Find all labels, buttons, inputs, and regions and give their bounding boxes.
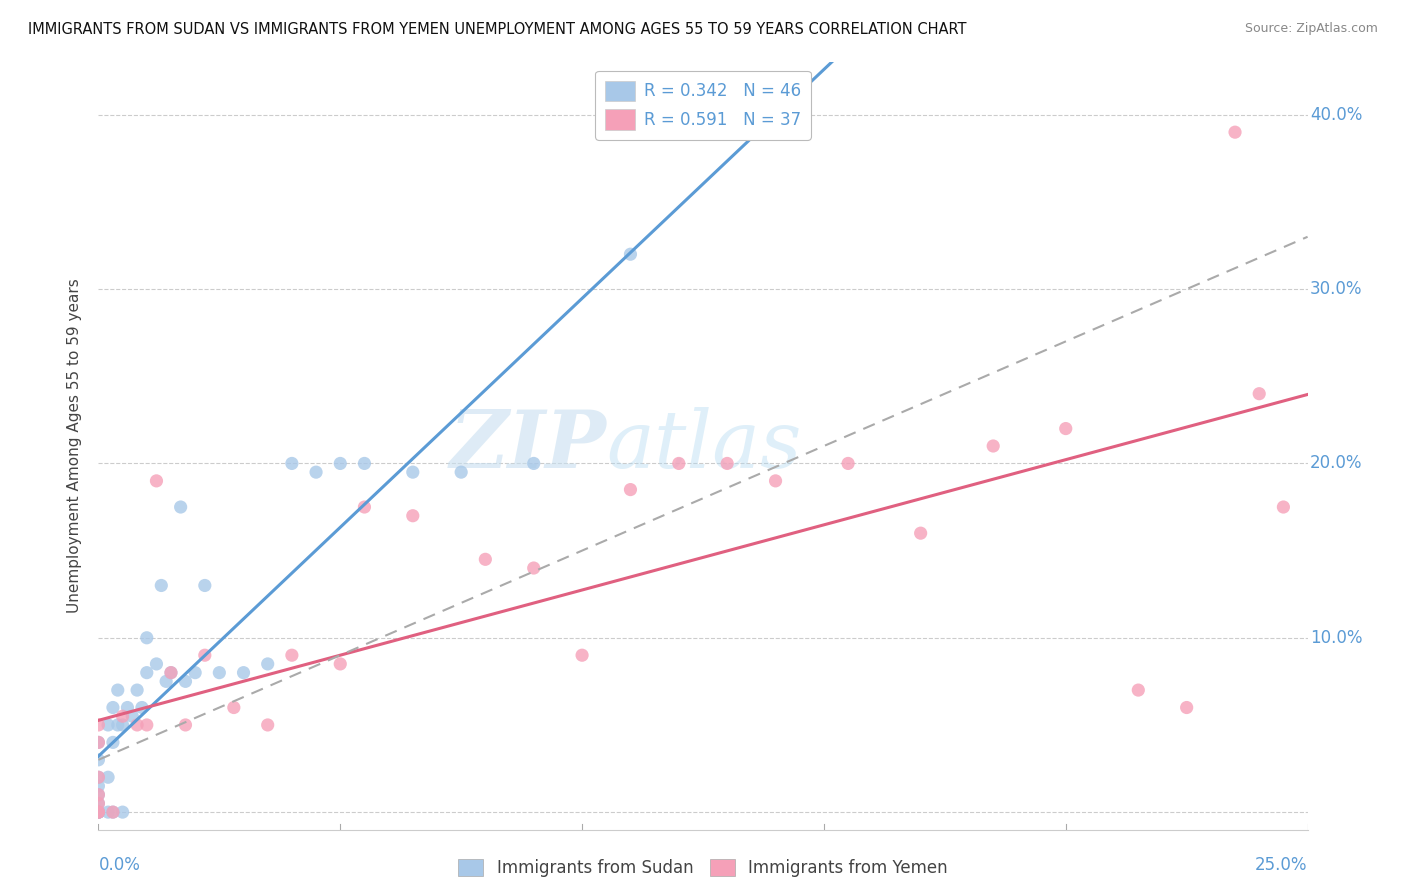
Point [87, 805, 110, 819]
Point [87, 805, 110, 819]
Point [910, 526, 932, 541]
Point [87, 788, 110, 802]
Point [765, 474, 787, 488]
Point [174, 718, 197, 732]
Point [353, 500, 375, 514]
Text: 30.0%: 30.0% [1310, 280, 1362, 298]
Point [256, 718, 278, 732]
Legend: Immigrants from Sudan, Immigrants from Yemen: Immigrants from Sudan, Immigrants from Y… [451, 852, 955, 884]
Point [353, 457, 375, 471]
Point [450, 465, 472, 479]
Point [97, 805, 120, 819]
Point [111, 805, 134, 819]
Point [474, 552, 496, 566]
Point [571, 648, 593, 663]
Point [127, 718, 149, 732]
Text: IMMIGRANTS FROM SUDAN VS IMMIGRANTS FROM YEMEN UNEMPLOYMENT AMONG AGES 55 TO 59 : IMMIGRANTS FROM SUDAN VS IMMIGRANTS FROM… [28, 22, 966, 37]
Point [107, 683, 129, 698]
Point [160, 665, 183, 680]
Text: ZIP: ZIP [450, 408, 606, 484]
Point [87, 797, 110, 811]
Point [194, 578, 217, 592]
Point [222, 700, 245, 714]
Point [97, 770, 120, 784]
Point [101, 700, 124, 714]
Point [1223, 125, 1246, 139]
Text: atlas: atlas [606, 408, 801, 484]
Point [523, 561, 546, 575]
Point [87, 805, 110, 819]
Text: 0.0%: 0.0% [98, 855, 141, 873]
Point [87, 779, 110, 793]
Point [101, 735, 124, 749]
Point [107, 718, 129, 732]
Point [402, 508, 425, 523]
Point [668, 457, 690, 471]
Y-axis label: Unemployment Among Ages 55 to 59 years: Unemployment Among Ages 55 to 59 years [67, 278, 83, 614]
Point [135, 718, 157, 732]
Point [87, 770, 110, 784]
Point [174, 674, 197, 689]
Point [127, 683, 149, 698]
Point [619, 247, 641, 261]
Point [160, 665, 183, 680]
Point [329, 657, 352, 671]
Point [169, 500, 191, 514]
Point [117, 700, 139, 714]
Point [1128, 683, 1150, 698]
Text: 10.0%: 10.0% [1310, 629, 1362, 647]
Point [150, 578, 173, 592]
Point [619, 483, 641, 497]
Point [155, 674, 177, 689]
Point [87, 805, 110, 819]
Point [256, 657, 278, 671]
Point [131, 700, 153, 714]
Point [101, 805, 124, 819]
Point [305, 465, 328, 479]
Point [1054, 421, 1077, 435]
Legend: R = 0.342   N = 46, R = 0.591   N = 37: R = 0.342 N = 46, R = 0.591 N = 37 [595, 70, 811, 140]
Point [87, 735, 110, 749]
Point [87, 805, 110, 819]
Point [87, 718, 110, 732]
Point [1175, 700, 1198, 714]
Point [145, 474, 167, 488]
Point [1272, 500, 1295, 514]
Point [837, 457, 859, 471]
Point [87, 805, 110, 819]
Point [87, 805, 110, 819]
Text: 20.0%: 20.0% [1310, 454, 1362, 473]
Point [135, 665, 157, 680]
Point [135, 631, 157, 645]
Text: 25.0%: 25.0% [1256, 855, 1308, 873]
Point [184, 665, 207, 680]
Point [101, 805, 124, 819]
Point [402, 465, 425, 479]
Point [1249, 386, 1271, 401]
Point [111, 709, 134, 723]
Point [281, 648, 304, 663]
Point [121, 709, 143, 723]
Point [145, 657, 167, 671]
Point [87, 735, 110, 749]
Point [87, 788, 110, 802]
Text: Source: ZipAtlas.com: Source: ZipAtlas.com [1244, 22, 1378, 36]
Point [87, 770, 110, 784]
Text: 40.0%: 40.0% [1310, 106, 1362, 124]
Point [97, 718, 120, 732]
Point [329, 457, 352, 471]
Point [87, 797, 110, 811]
Point [232, 665, 254, 680]
Point [281, 457, 304, 471]
Point [194, 648, 217, 663]
Point [208, 665, 231, 680]
Point [87, 753, 110, 767]
Point [716, 457, 738, 471]
Point [111, 718, 134, 732]
Point [981, 439, 1004, 453]
Point [523, 457, 546, 471]
